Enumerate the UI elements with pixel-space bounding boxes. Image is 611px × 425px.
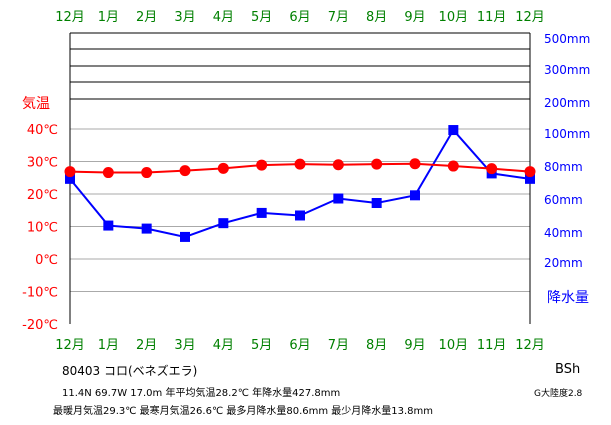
precipitation-tick-label: 80mm — [544, 160, 583, 174]
temperature-tick-label: 40℃ — [27, 123, 58, 138]
month-label-top: 8月 — [366, 10, 387, 25]
month-label-bottom: 12月 — [515, 338, 545, 353]
top-month-labels: 12月 1月 2月 3月 4月 5月 6月 7月 8月 9月 10月 11月 12月 — [55, 10, 545, 25]
month-label-bottom: 2月 — [136, 338, 157, 353]
month-label-bottom: 12月 — [55, 338, 85, 353]
precipitation-line — [69, 128, 531, 238]
station-extremes: 最暖月気温29.3℃ 最寒月気温26.6℃ 最多月降水量80.6mm 最少月降水… — [53, 406, 434, 417]
month-label-bottom: 6月 — [289, 338, 310, 353]
month-label-bottom: 7月 — [328, 338, 349, 353]
temperature-point — [217, 162, 229, 174]
temperature-series — [64, 158, 536, 179]
month-label-bottom: 11月 — [477, 338, 507, 353]
month-label-top: 11月 — [477, 10, 507, 25]
precipitation-point — [180, 231, 190, 242]
month-label-top: 9月 — [404, 10, 425, 25]
precipitation-point — [218, 218, 229, 229]
month-label-bottom: 9月 — [404, 338, 425, 353]
precipitation-tick-label: 100mm — [544, 127, 590, 141]
month-label-bottom: 10月 — [439, 338, 469, 353]
temperature-tick-label: -20℃ — [22, 318, 58, 333]
temperature-point — [447, 160, 459, 172]
temperature-tick-label: 20℃ — [27, 188, 58, 203]
temperature-point — [256, 159, 268, 171]
month-label-top: 3月 — [174, 10, 195, 25]
temperature-point — [64, 166, 76, 178]
month-label-bottom: 3月 — [174, 338, 195, 353]
temperature-point — [486, 163, 498, 175]
temperature-point — [332, 159, 344, 171]
month-label-top: 12月 — [515, 10, 545, 25]
temperature-point — [524, 166, 536, 178]
precipitation-point — [525, 173, 535, 184]
temperature-point — [141, 167, 153, 179]
month-label-top: 5月 — [251, 10, 272, 25]
precipitation-point — [65, 173, 75, 184]
temperature-point — [179, 165, 191, 177]
station-name: 80403 コロ(ベネズエラ) — [62, 364, 198, 378]
precipitation-tick-label: 60mm — [544, 193, 583, 207]
precipitation-point — [141, 223, 152, 234]
temperature-axis-title: 気温 — [22, 96, 50, 112]
temperature-point — [371, 158, 383, 170]
month-label-bottom: 4月 — [213, 338, 234, 353]
month-label-top: 10月 — [439, 10, 469, 25]
precipitation-tick-label: 40mm — [544, 226, 583, 240]
month-label-top: 4月 — [213, 10, 234, 25]
precipitation-tick-label: 20mm — [544, 256, 583, 270]
precipitation-axis-title: 降水量 — [547, 290, 589, 306]
month-label-top: 6月 — [289, 10, 310, 25]
month-label-bottom: 1月 — [98, 338, 119, 353]
temperature-point — [409, 158, 421, 170]
precipitation-point — [448, 125, 459, 136]
month-label-top: 1月 — [98, 10, 119, 25]
month-label-top: 7月 — [328, 10, 349, 25]
temperature-point — [102, 167, 114, 179]
temperature-tick-label: 0℃ — [35, 253, 58, 268]
precipitation-tick-label: 200mm — [544, 96, 590, 110]
precipitation-point — [410, 190, 420, 201]
temperature-tick-label: 30℃ — [27, 156, 58, 171]
precipitation-tick-label: 300mm — [544, 63, 590, 77]
temperature-axis: 気温 40℃ 30℃ 20℃ 10℃ 0℃ -10℃ -20℃ — [22, 96, 58, 333]
climate-class: BSh — [555, 362, 581, 377]
precipitation-point — [256, 207, 267, 218]
precipitation-tick-label: 500mm — [544, 32, 590, 46]
continentality-index: G大陸度2.8 — [534, 389, 583, 399]
temperature-tick-label: 10℃ — [27, 221, 58, 236]
precipitation-series — [65, 125, 535, 242]
precipitation-point — [295, 210, 305, 221]
precipitation-point — [371, 198, 382, 208]
precipitation-point — [333, 193, 344, 204]
temperature-tick-label: -10℃ — [22, 286, 58, 301]
precipitation-point — [103, 220, 114, 231]
bottom-month-labels: 12月 1月 2月 3月 4月 5月 6月 7月 8月 9月 10月 11月 12月 — [55, 338, 545, 353]
temperature-point — [294, 158, 306, 170]
month-label-top: 12月 — [55, 10, 85, 25]
month-label-top: 2月 — [136, 10, 157, 25]
chart-grid — [69, 32, 531, 324]
station-summary: 11.4N 69.7W 17.0m 年平均気温28.2℃ 年降水量427.8mm — [62, 388, 341, 399]
precipitation-axis: 500mm 300mm 200mm 100mm 80mm 60mm 40mm 20mm 降水量 — [544, 32, 590, 306]
month-label-bottom: 8月 — [366, 338, 387, 353]
month-label-bottom: 5月 — [251, 338, 272, 353]
